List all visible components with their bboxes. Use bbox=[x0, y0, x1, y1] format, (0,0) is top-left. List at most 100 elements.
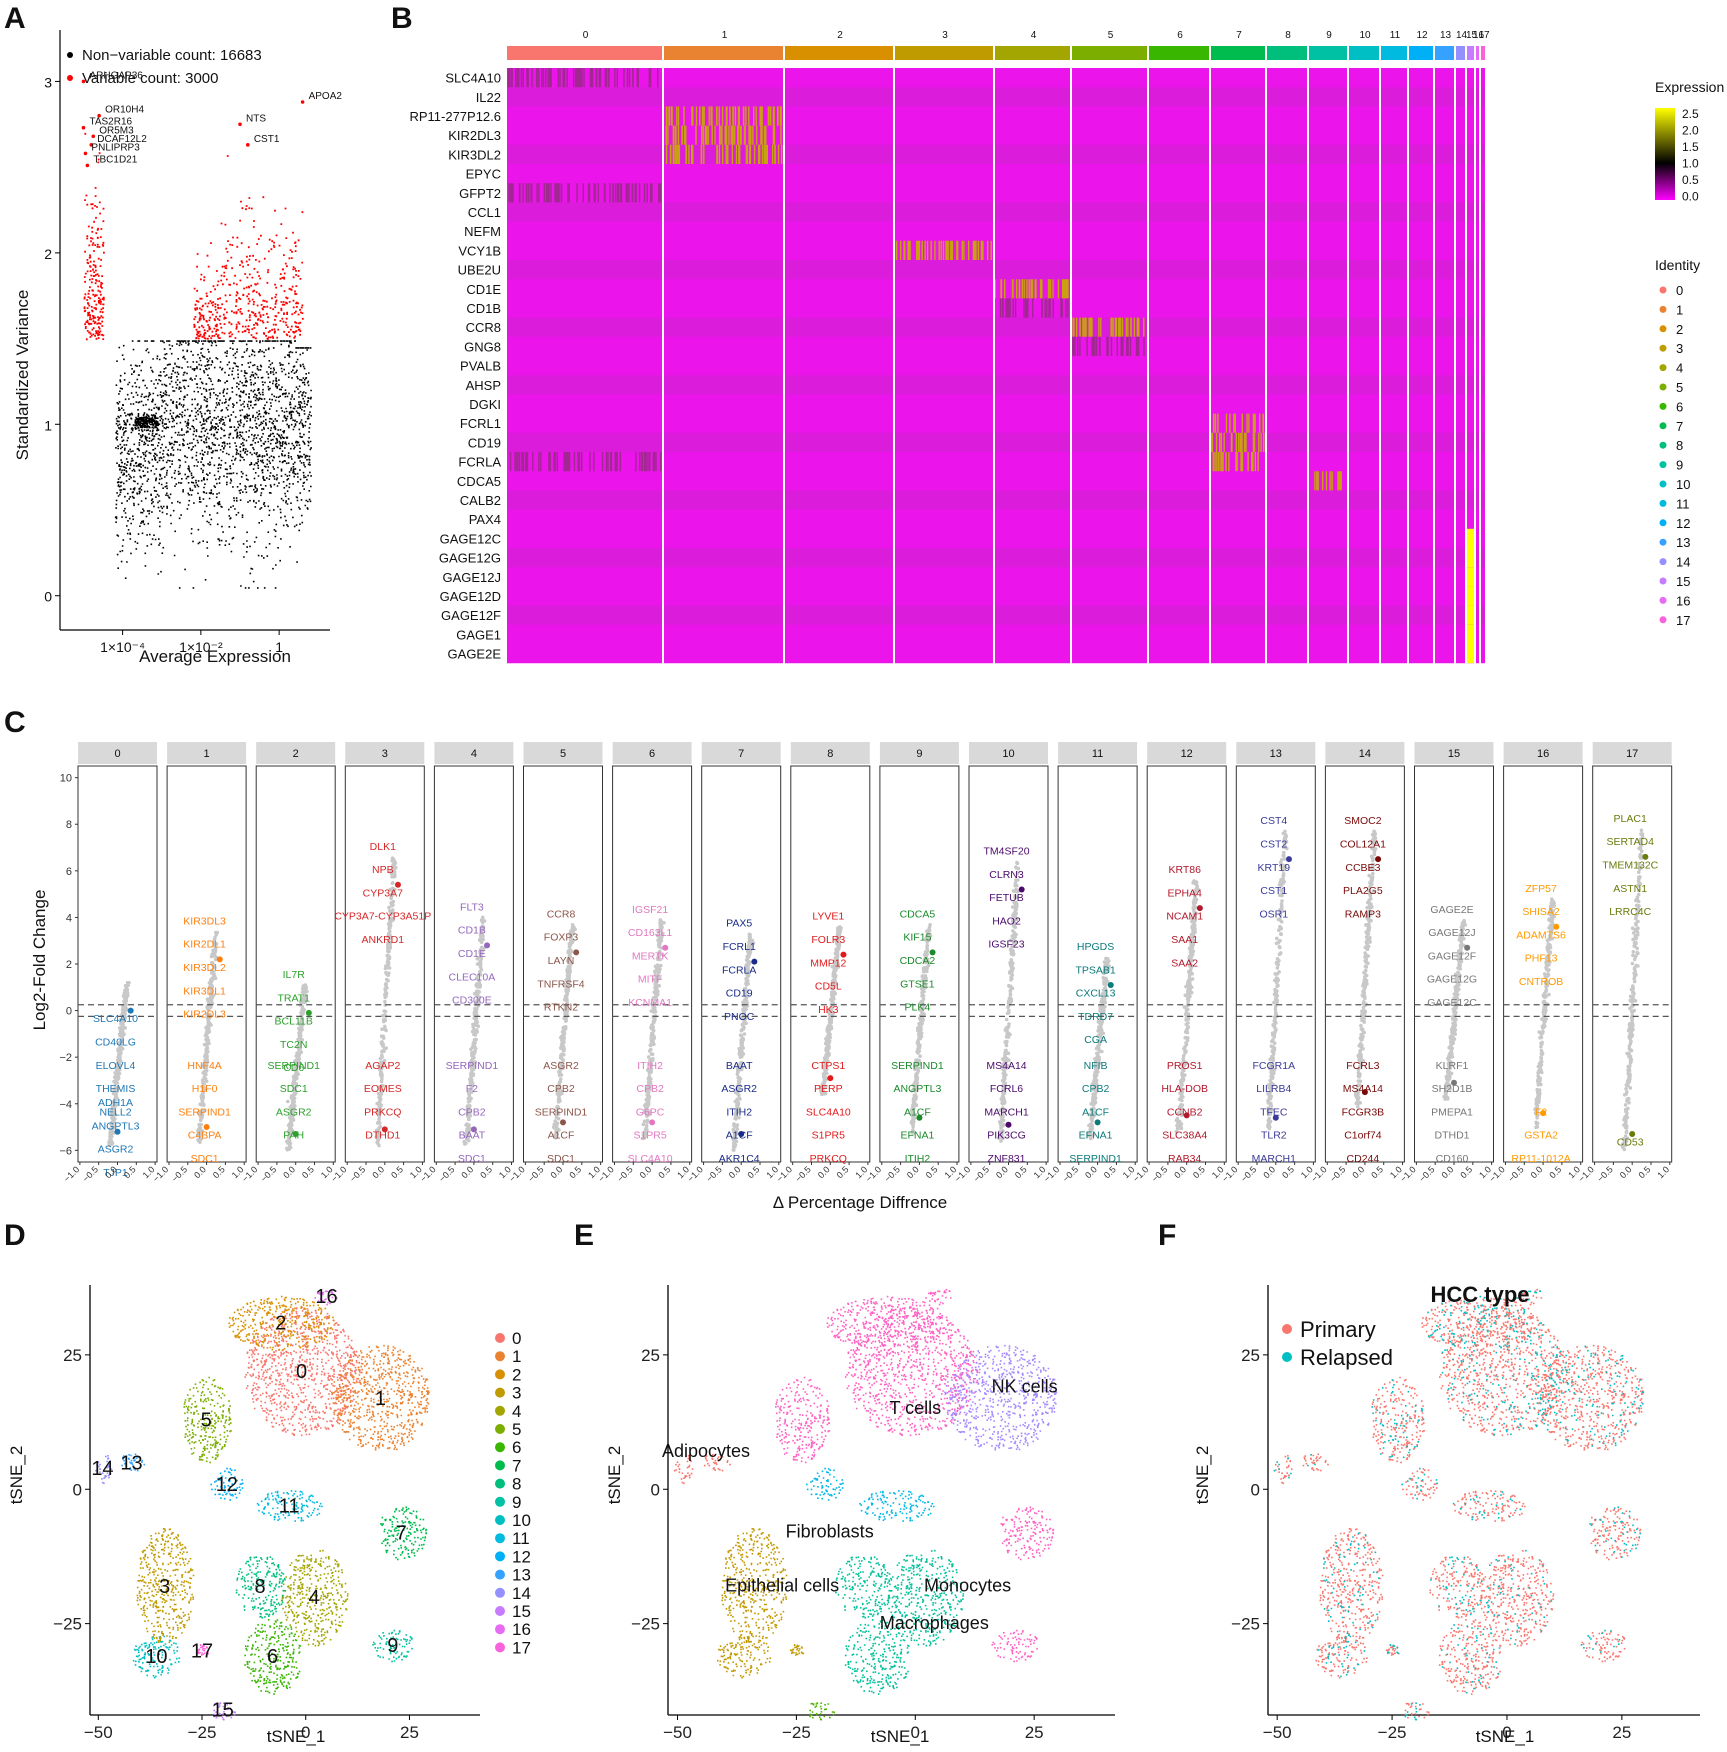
b-cluster-bar-segment bbox=[785, 46, 893, 60]
d-legend-dot bbox=[495, 1424, 505, 1434]
c-up-marker: EPHA4 bbox=[1167, 887, 1202, 899]
d-legend-dot bbox=[495, 1606, 505, 1616]
c-up-marker: IGSF21 bbox=[632, 904, 668, 916]
b-heatmap-cells bbox=[507, 68, 1487, 664]
b-cluster-bar-segment bbox=[1481, 46, 1485, 60]
c-up-marker-point bbox=[1464, 944, 1471, 951]
c-up-marker: CNTROB bbox=[1519, 976, 1563, 988]
d-legend-label: 1 bbox=[512, 1347, 521, 1366]
b-column-block bbox=[1309, 68, 1347, 664]
c-down-marker: A1CF bbox=[904, 1106, 931, 1118]
panel-f-tsne-hcc: −50 −25 0 25 −25 0 25 HCC type Primary Relapse… bbox=[1193, 1282, 1700, 1746]
b-cluster-bar-segment bbox=[995, 46, 1070, 60]
c-ylabel: Log2-Fold Change bbox=[30, 890, 49, 1031]
c-down-marker-point bbox=[827, 1075, 834, 1082]
b-high-block bbox=[507, 68, 659, 88]
b-row-stripe bbox=[507, 394, 1487, 414]
d-cluster-label: 5 bbox=[201, 1409, 212, 1431]
a-ytick-label: 0 bbox=[44, 589, 52, 605]
c-up-marker: PLA2G5 bbox=[1343, 885, 1383, 897]
c-down-marker: KLRF1 bbox=[1436, 1060, 1469, 1072]
c-xtick-label: 0.0 bbox=[281, 1164, 297, 1180]
c-facet-strip bbox=[1147, 742, 1227, 764]
c-ytick-label: 10 bbox=[60, 773, 72, 785]
c-down-marker: DTHD1 bbox=[365, 1130, 400, 1142]
c-xtick-label: −0.5 bbox=[615, 1164, 635, 1184]
c-xtick-label: 0.0 bbox=[1618, 1164, 1634, 1180]
e-xtick-label: 25 bbox=[1025, 1723, 1044, 1742]
c-up-marker: CGA bbox=[1084, 1034, 1107, 1046]
d-legend-dot bbox=[495, 1569, 505, 1580]
d-cluster-points bbox=[235, 1556, 287, 1619]
d-legend-label: 2 bbox=[512, 1365, 521, 1384]
c-facet-label: 1 bbox=[204, 748, 210, 760]
b-column-gap bbox=[1265, 68, 1267, 664]
e-celltype-points bbox=[944, 1344, 1058, 1451]
panel-letter-d: D bbox=[4, 1219, 26, 1252]
c-down-marker: G6PC bbox=[636, 1106, 665, 1118]
c-facet-strip bbox=[1503, 742, 1583, 764]
d-legend-label: 15 bbox=[512, 1602, 531, 1621]
a-ytick-label: 2 bbox=[44, 246, 52, 262]
c-xtick-label: 0.5 bbox=[1102, 1164, 1118, 1180]
b-row-label: AHSP bbox=[466, 378, 501, 393]
b-column-gap bbox=[1307, 68, 1309, 664]
b-column-block bbox=[1435, 68, 1454, 664]
b-row-labels: SLC4A10 IL22 RP11-277P12.6 KIR2DL3 KIR3DL2 EP… bbox=[409, 71, 501, 662]
b-column-gap bbox=[1465, 68, 1467, 664]
a-gene-label: OR10H4 bbox=[105, 105, 144, 116]
b-cluster-bar-segment bbox=[1349, 46, 1379, 60]
c-down-marker-point bbox=[1094, 1119, 1101, 1126]
b-row-stripe bbox=[507, 125, 1487, 145]
c-gene-cloud bbox=[1086, 956, 1111, 1141]
d-cluster-label: 13 bbox=[120, 1452, 142, 1474]
c-facet-strip bbox=[701, 742, 781, 764]
e-celltype-points bbox=[991, 1629, 1038, 1663]
c-down-marker: BAAT bbox=[726, 1060, 753, 1072]
b-identity-label: 3 bbox=[1676, 341, 1683, 356]
b-cluster-label: 14 bbox=[1456, 30, 1468, 41]
b-row-label: CALB2 bbox=[460, 493, 501, 508]
c-facet-strip bbox=[523, 742, 603, 764]
c-up-marker: RTKN2 bbox=[544, 1002, 578, 1014]
e-celltype-points bbox=[844, 1619, 910, 1695]
b-high-block bbox=[509, 452, 662, 472]
b-identity-dot bbox=[1659, 461, 1667, 469]
b-row-label: SLC4A10 bbox=[445, 71, 501, 86]
b-cluster-label: 8 bbox=[1285, 30, 1291, 41]
b-high-block bbox=[1467, 586, 1474, 606]
b-row-label: UBE2U bbox=[458, 263, 501, 278]
c-down-marker: CD244 bbox=[1347, 1153, 1380, 1165]
c-down-marker: ASGR2 bbox=[721, 1083, 757, 1095]
c-xtick-label: −1.0 bbox=[1398, 1164, 1418, 1184]
b-column-block bbox=[1481, 68, 1485, 664]
c-xtick-label: −0.5 bbox=[259, 1164, 279, 1184]
c-up-marker: CYP3A7 bbox=[363, 887, 403, 899]
e-celltype-label: T cells bbox=[889, 1398, 941, 1418]
c-down-marker: ITIH2 bbox=[637, 1060, 663, 1072]
b-row-label: CCR8 bbox=[466, 320, 501, 335]
d-cluster-label: 7 bbox=[396, 1522, 407, 1544]
b-column-block bbox=[1476, 68, 1479, 664]
b-row-label: VCY1B bbox=[458, 243, 501, 258]
b-identity-label: 13 bbox=[1676, 535, 1690, 550]
c-gene-cloud bbox=[551, 922, 577, 1140]
d-legend-label: 8 bbox=[512, 1475, 521, 1494]
b-column-gap bbox=[1147, 68, 1149, 664]
c-up-marker: CST2 bbox=[1260, 839, 1287, 851]
b-column-gap bbox=[1479, 68, 1481, 664]
c-up-marker: RAMP3 bbox=[1345, 908, 1381, 920]
c-up-marker: KIF15 bbox=[903, 932, 931, 944]
b-row-label: PVALB bbox=[460, 359, 501, 374]
c-down-marker: ANGPTL3 bbox=[92, 1120, 140, 1132]
c-down-marker: EFNA1 bbox=[900, 1130, 934, 1142]
b-cluster-bar-segment bbox=[1409, 46, 1433, 60]
c-xtick-label: −1.0 bbox=[596, 1164, 616, 1184]
c-up-marker: CCBE3 bbox=[1345, 862, 1380, 874]
c-facet-panel bbox=[433, 765, 514, 1163]
d-legend-dot bbox=[495, 1442, 505, 1453]
c-ytick-label: −6 bbox=[59, 1145, 72, 1157]
d-legend-dot bbox=[495, 1551, 505, 1562]
c-down-marker-point bbox=[381, 1126, 388, 1133]
